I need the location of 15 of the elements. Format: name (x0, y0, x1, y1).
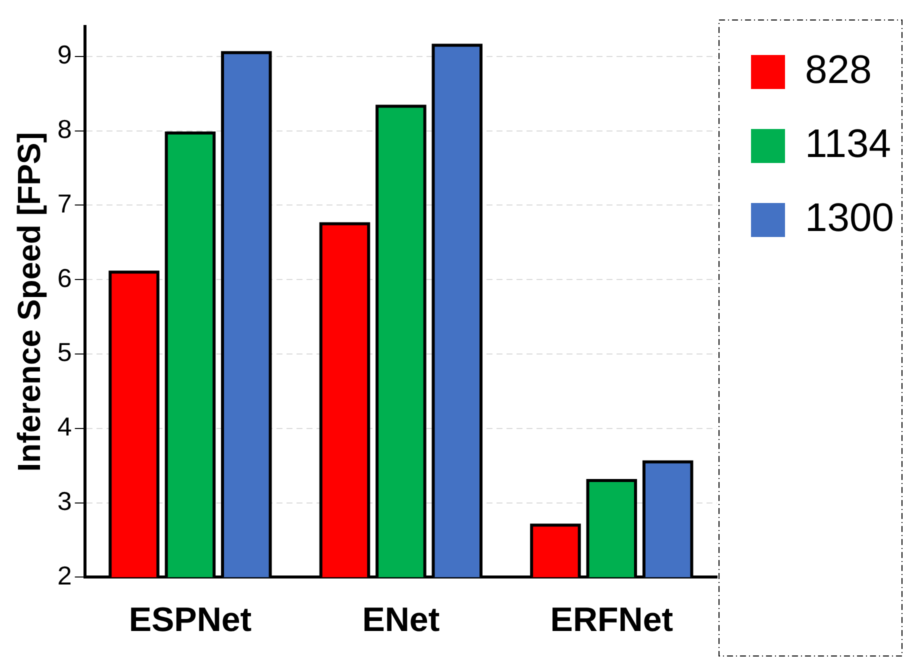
y-tick-label: 8 (57, 114, 72, 144)
y-tick-label: 2 (57, 560, 72, 590)
y-tick-label: 7 (57, 188, 72, 218)
x-tick-label: ESPNet (128, 600, 252, 639)
legend-label: 1134 (805, 122, 892, 166)
y-tick-label: 4 (57, 412, 72, 442)
x-tick-label: ERFNet (550, 600, 674, 639)
x-tick-label: ENet (362, 600, 440, 639)
y-tick-label: 3 (57, 486, 72, 516)
legend-label: 1300 (805, 196, 894, 240)
y-tick-label: 9 (57, 40, 72, 70)
y-tick-label: 5 (57, 337, 72, 368)
legend-label: 828 (805, 48, 872, 92)
y-tick-label: 6 (57, 262, 72, 293)
y-axis-title: Inference Speed [FPS] (11, 132, 48, 472)
